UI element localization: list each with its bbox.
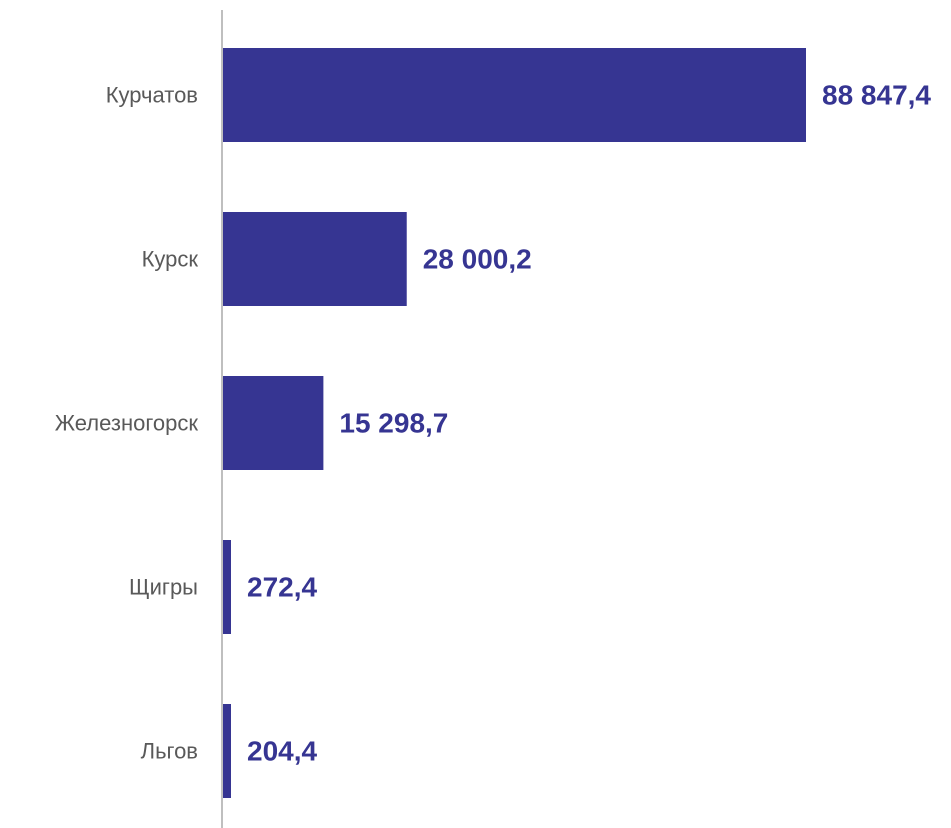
bar-value-label: 15 298,7 xyxy=(339,408,448,439)
category-label: Железногорск xyxy=(55,411,199,436)
bar xyxy=(223,212,407,306)
bar xyxy=(223,704,231,798)
category-label: Льгов xyxy=(141,739,198,764)
category-labels-group: Курчатов Курск Железногорск Щигры Льгов xyxy=(55,83,199,764)
bars-group xyxy=(223,48,806,798)
category-label: Курск xyxy=(142,247,199,272)
category-label: Курчатов xyxy=(106,83,198,108)
bar-value-label: 28 000,2 xyxy=(423,244,532,275)
bar-value-label: 204,4 xyxy=(247,736,317,767)
bar xyxy=(223,540,231,634)
bar-value-label: 272,4 xyxy=(247,572,317,603)
bar xyxy=(223,376,324,470)
bar xyxy=(223,48,806,142)
value-labels-group: 88 847,4 28 000,2 15 298,7 272,4 204,4 xyxy=(247,80,931,767)
bar-value-label: 88 847,4 xyxy=(822,80,931,111)
category-label: Щигры xyxy=(129,575,198,600)
